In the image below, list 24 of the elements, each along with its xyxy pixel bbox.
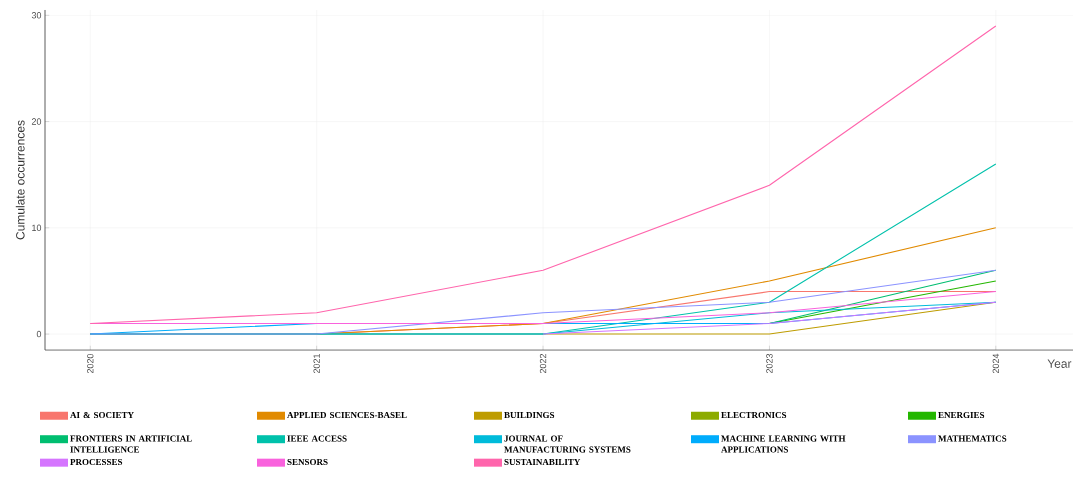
y-axis-title: Cumulate occurrences — [15, 120, 25, 240]
legend-label: MACHINE LEARNING WITH APPLICATIONS — [721, 435, 846, 453]
x-tick-label: 2024 — [992, 353, 999, 374]
x-axis-title: Year — [1047, 359, 1072, 368]
legend-label: MATHEMATICS — [938, 435, 1007, 442]
y-tick-label: 20 — [31, 118, 42, 125]
legend-label: ENERGIES — [938, 412, 985, 419]
legend-label: SUSTAINABILITY — [504, 458, 581, 465]
legend-label: FRONTIERS IN ARTIFICIAL INTELLIGENCE — [70, 435, 192, 453]
y-tick-label: 30 — [31, 12, 42, 19]
legend-label: BUILDINGS — [504, 412, 555, 419]
x-tick-label: 2022 — [539, 353, 547, 374]
x-tick-label: 2020 — [87, 353, 94, 374]
y-tick-label: 0 — [36, 330, 42, 338]
legend-label: SENSORS — [287, 458, 328, 465]
legend-label: IEEE ACCESS — [287, 435, 347, 442]
legend-label: AI & SOCIETY — [70, 411, 134, 419]
x-tick-label: 2023 — [766, 353, 773, 374]
legend-label: PROCESSES — [70, 458, 123, 465]
y-tick-label: 10 — [32, 224, 42, 231]
x-tick-label: 2021 — [313, 353, 320, 374]
legend-label: JOURNAL OF MANUFACTURING SYSTEMS — [504, 435, 631, 453]
legend-label: ELECTRONICS — [721, 412, 787, 419]
legend-label: APPLIED SCIENCES-BASEL — [287, 412, 407, 419]
